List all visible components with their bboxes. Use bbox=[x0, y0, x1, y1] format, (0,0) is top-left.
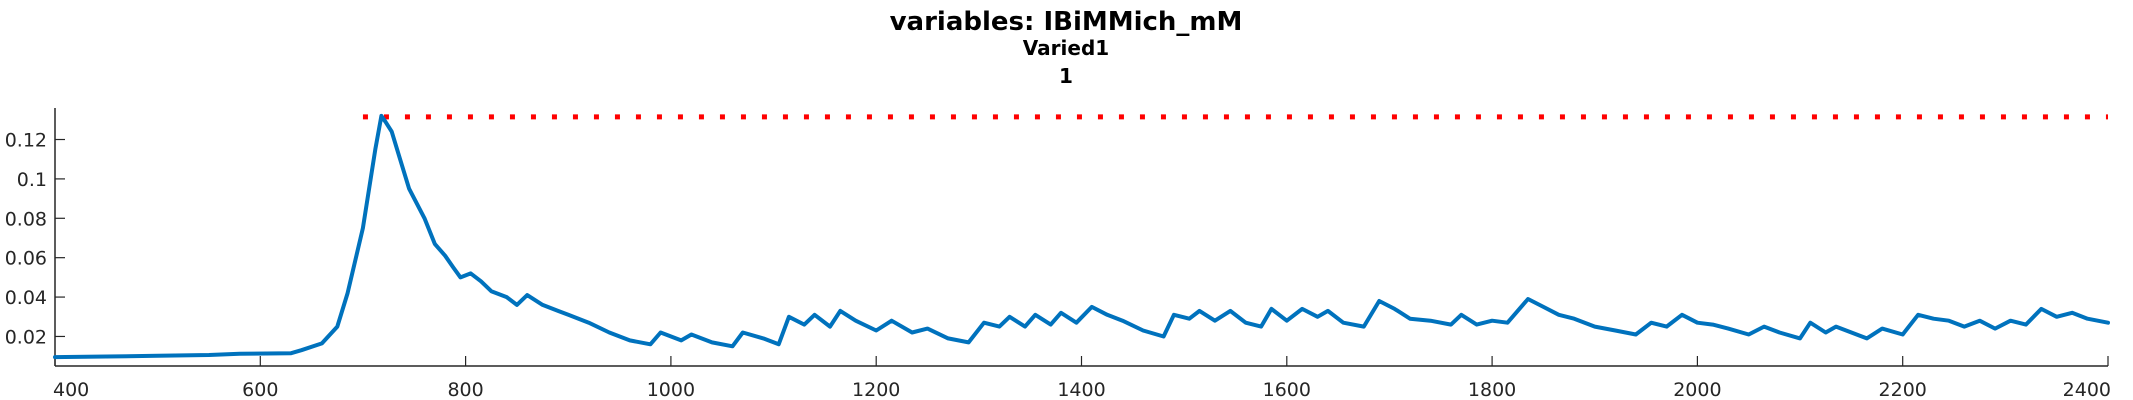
x-tick-label: 2200 bbox=[1879, 379, 1927, 400]
x-tick-label: 400 bbox=[53, 379, 89, 400]
x-tick-label: 1000 bbox=[647, 379, 695, 400]
x-tick-label: 1600 bbox=[1263, 379, 1311, 400]
chart-subtitle-2: 1 bbox=[1059, 64, 1073, 88]
chart-subtitle: Varied1 bbox=[1023, 36, 1109, 60]
plot-axes bbox=[54, 108, 2108, 367]
y-axis-ticks: 0.02 0.04 0.06 0.08 0.1 0.12 bbox=[5, 130, 65, 348]
data-series bbox=[53, 113, 2110, 360]
chart-title: variables: IBiMMich_mM bbox=[890, 7, 1243, 37]
y-tick-label: 0.06 bbox=[5, 248, 47, 270]
x-tick-label: 1200 bbox=[852, 379, 900, 400]
x-tick-label: 1400 bbox=[1057, 379, 1105, 400]
x-tick-label: 2400 bbox=[2063, 379, 2111, 400]
x-tick-label: 800 bbox=[447, 379, 483, 400]
y-tick-label: 0.02 bbox=[5, 326, 47, 348]
y-tick-label: 0.1 bbox=[17, 169, 47, 191]
y-tick-label: 0.12 bbox=[5, 130, 47, 152]
series-line bbox=[53, 113, 2110, 360]
x-tick-label: 600 bbox=[242, 379, 278, 400]
y-tick-label: 0.08 bbox=[5, 208, 47, 230]
x-tick-label: 2000 bbox=[1673, 379, 1721, 400]
x-axis-ticks: 400 600 800 1000 1200 1400 1600 1800 2000 2200 240… bbox=[53, 356, 2111, 400]
y-tick-label: 0.04 bbox=[5, 287, 47, 309]
x-tick-label: 1800 bbox=[1468, 379, 1516, 400]
